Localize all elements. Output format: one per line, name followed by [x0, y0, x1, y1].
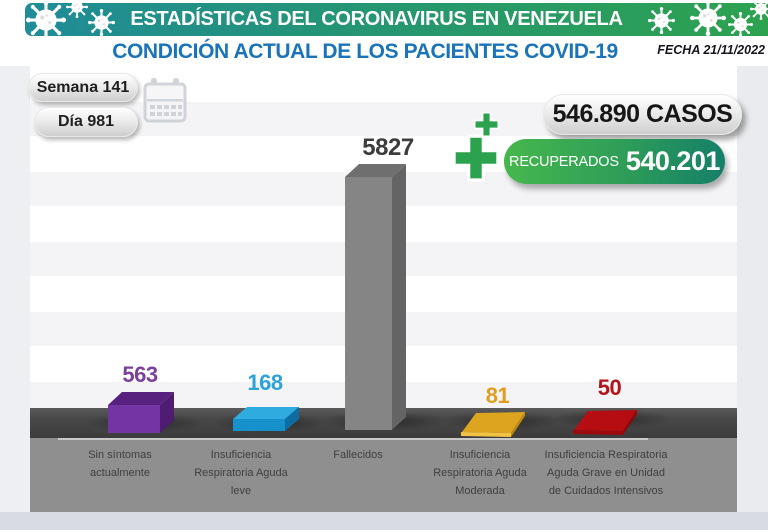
- category-label: Insuficiencia Respiratoria Aguda leve: [194, 449, 288, 498]
- page-margin-right: [737, 66, 768, 512]
- bar-sin-sintomas: [108, 392, 174, 433]
- day-badge: Día 981: [34, 107, 138, 137]
- virus-icon: [26, 0, 66, 40]
- date-label: FECHA 21/11/2022: [657, 43, 765, 57]
- value-label-ira-moderada: 81: [485, 383, 510, 408]
- recovered-value: 540.201: [625, 146, 721, 176]
- value-label-fallecidos: 5827: [362, 134, 414, 161]
- virus-icon: [648, 7, 675, 34]
- category-label: Insuficiencia Respiratoria Aguda Moderad…: [433, 449, 527, 498]
- virus-icon: [66, 0, 88, 18]
- banner-title: ESTADÍSTICAS DEL CORONAVIRUS EN VENEZUEL…: [130, 8, 623, 30]
- category-label: Fallecidos: [333, 449, 383, 461]
- calendar-icon: [143, 78, 187, 123]
- medical-cross-icon: [473, 111, 500, 138]
- bar-ira-grave: [573, 410, 637, 435]
- virus-icon: [88, 9, 115, 36]
- bar-ira-moderada: [461, 412, 525, 437]
- total-cases-value: 546.890 CASOS: [552, 100, 733, 128]
- category-label: Sin síntomas actualmente: [88, 449, 152, 480]
- value-label-ira-leve: 168: [247, 370, 283, 395]
- category-label-band: [30, 438, 737, 512]
- value-label-sin-sintomas: 563: [122, 362, 158, 387]
- total-cases-badge: 546.890 CASOS: [543, 94, 742, 135]
- day-badge-label: Día 981: [57, 113, 115, 130]
- page-margin-bottom: [0, 512, 768, 530]
- bar-ira-leve: [233, 407, 299, 431]
- axis-baseline: [58, 438, 648, 440]
- week-badge-label: Semana 141: [36, 78, 130, 96]
- week-badge: Semana 141: [28, 73, 138, 102]
- bar-fallecidos: [345, 164, 406, 430]
- page-title: CONDICIÓN ACTUAL DE LOS PACIENTES COVID-…: [112, 40, 618, 63]
- category-label: Insuficiencia Respiratoria Aguda Grave e…: [544, 449, 668, 498]
- value-label-ira-grave: 50: [597, 375, 622, 400]
- recovered-badge: RECUPERADOS 540.201: [504, 139, 725, 184]
- recovered-label: RECUPERADOS: [509, 153, 619, 170]
- virus-icon: [750, 0, 768, 20]
- page-margin-left: [0, 66, 30, 512]
- virus-icon: [690, 0, 726, 36]
- title-banner: [25, 3, 768, 36]
